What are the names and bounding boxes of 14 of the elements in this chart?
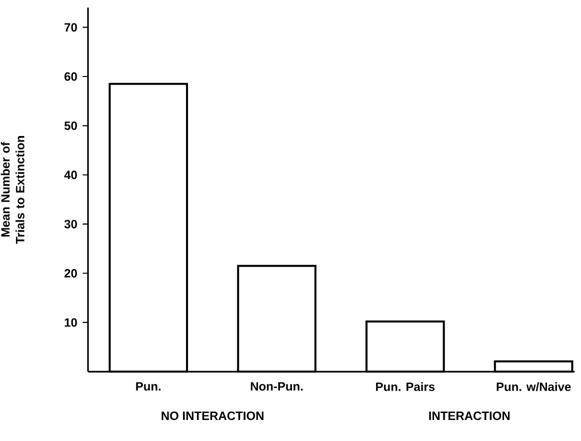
x-tick-label: Pun. xyxy=(136,382,161,391)
text: INTERACTION xyxy=(429,412,510,420)
y-tick-label: 30 xyxy=(64,220,77,228)
y-tick-label: 60 xyxy=(64,72,77,81)
text: NO INTERACTION xyxy=(162,412,264,420)
x-tick-label: Non-Pun. xyxy=(250,382,303,391)
y-tick-label: 20 xyxy=(64,269,77,278)
x-tick-label: Pun. Pairs xyxy=(376,382,435,392)
y-tick-label: 70 xyxy=(64,23,77,32)
y-axis-title: Mean Number of Trials to Extinction xyxy=(0,136,24,244)
y-tick-label: 50 xyxy=(64,121,77,130)
y-tick-label: 10 xyxy=(64,318,77,327)
x-tick-label: Pun. w/Naive xyxy=(496,382,571,392)
y-tick-label: 40 xyxy=(64,170,77,180)
